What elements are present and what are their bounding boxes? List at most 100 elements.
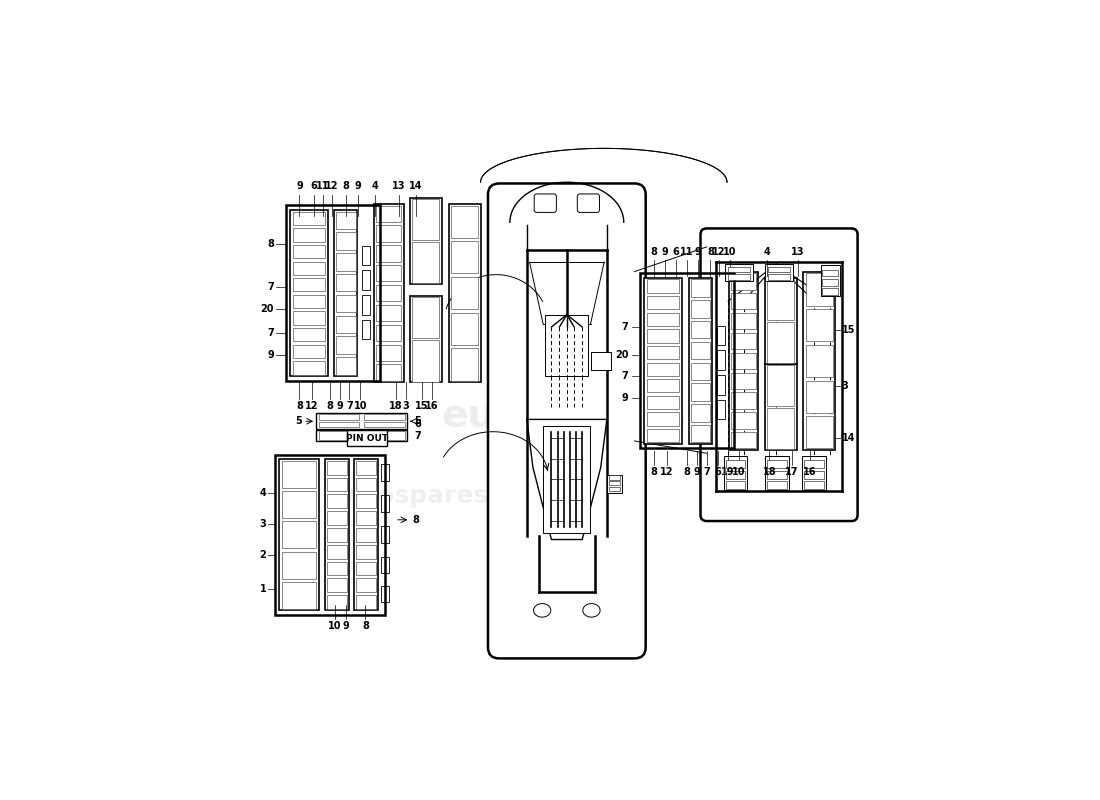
Bar	[412, 340, 439, 382]
Bar	[293, 212, 324, 225]
Bar	[802, 456, 825, 490]
Bar	[356, 494, 376, 508]
Bar	[732, 373, 756, 389]
Text: 10: 10	[724, 247, 737, 258]
Bar	[644, 278, 682, 444]
Text: 20: 20	[261, 303, 274, 314]
Bar	[716, 350, 725, 370]
Bar	[716, 326, 725, 346]
Bar	[806, 309, 833, 342]
Text: 7: 7	[346, 401, 353, 411]
Bar	[319, 422, 360, 427]
Text: 6: 6	[310, 182, 317, 191]
Bar	[336, 294, 355, 312]
Text: 12: 12	[712, 247, 726, 258]
Bar	[647, 362, 679, 376]
Bar	[412, 242, 439, 283]
Text: 8: 8	[296, 401, 303, 411]
Bar	[647, 413, 679, 426]
Bar	[356, 528, 376, 542]
Text: eurospares: eurospares	[331, 485, 488, 509]
Text: 8: 8	[267, 239, 274, 249]
Text: 8: 8	[651, 247, 658, 258]
Bar	[319, 414, 360, 420]
Bar	[275, 455, 385, 614]
Bar	[327, 545, 346, 558]
Bar	[732, 333, 756, 349]
Bar	[279, 459, 319, 610]
Bar	[356, 461, 376, 474]
Bar	[691, 279, 711, 297]
Bar	[647, 346, 679, 359]
Bar	[376, 325, 402, 341]
Bar	[729, 271, 758, 450]
Bar	[382, 526, 388, 542]
Bar	[293, 278, 324, 291]
Text: PIN OUT: PIN OUT	[345, 434, 388, 442]
Bar	[327, 461, 346, 474]
Bar	[334, 210, 358, 376]
Bar	[726, 481, 746, 489]
Bar	[726, 470, 746, 478]
Bar	[766, 456, 789, 490]
Bar	[362, 295, 370, 314]
Text: 15: 15	[842, 325, 855, 335]
Bar	[804, 470, 824, 478]
Bar	[376, 226, 402, 242]
Bar	[356, 578, 376, 592]
Text: 7: 7	[621, 322, 628, 332]
Bar	[293, 362, 324, 374]
Bar	[767, 322, 794, 363]
Bar	[293, 328, 324, 342]
Bar	[327, 478, 346, 491]
Text: 7: 7	[415, 431, 421, 441]
Bar	[376, 265, 402, 282]
Bar	[376, 305, 402, 321]
Bar	[382, 557, 388, 574]
Bar	[293, 245, 324, 258]
Text: 8: 8	[707, 247, 714, 258]
Bar	[724, 456, 747, 490]
Bar	[364, 422, 405, 427]
Text: 8: 8	[343, 182, 350, 191]
Bar	[293, 294, 324, 308]
Bar	[283, 551, 316, 578]
Bar	[767, 365, 794, 406]
Bar	[409, 198, 442, 284]
Bar	[451, 206, 478, 238]
Bar	[336, 212, 355, 229]
Bar	[336, 233, 355, 250]
Bar	[327, 528, 346, 542]
Bar	[283, 522, 316, 549]
Text: 9: 9	[661, 247, 668, 258]
Bar	[823, 270, 838, 277]
Bar	[768, 266, 791, 272]
Bar	[726, 460, 746, 468]
Bar	[289, 210, 328, 376]
Text: 11: 11	[680, 247, 694, 258]
Text: 9: 9	[695, 247, 702, 258]
Bar	[607, 475, 623, 494]
Text: 17: 17	[785, 467, 799, 477]
Text: 8: 8	[651, 467, 658, 477]
Text: 12: 12	[326, 182, 339, 191]
Text: 19: 19	[720, 467, 735, 477]
Bar	[376, 285, 402, 302]
Bar	[806, 381, 833, 413]
Text: 8: 8	[412, 515, 419, 525]
Text: eurospares: eurospares	[441, 398, 686, 435]
Bar	[732, 313, 756, 330]
Bar	[356, 511, 376, 525]
Bar	[691, 362, 711, 380]
Text: 5: 5	[414, 416, 421, 426]
Bar	[691, 383, 711, 401]
Text: 14: 14	[842, 433, 855, 443]
Bar	[727, 266, 750, 272]
Text: 4: 4	[372, 182, 378, 191]
Text: 13: 13	[791, 247, 804, 258]
Text: 3: 3	[403, 401, 409, 411]
Bar	[732, 412, 756, 429]
Bar	[382, 464, 388, 481]
Bar	[767, 278, 794, 320]
Bar	[293, 345, 324, 358]
